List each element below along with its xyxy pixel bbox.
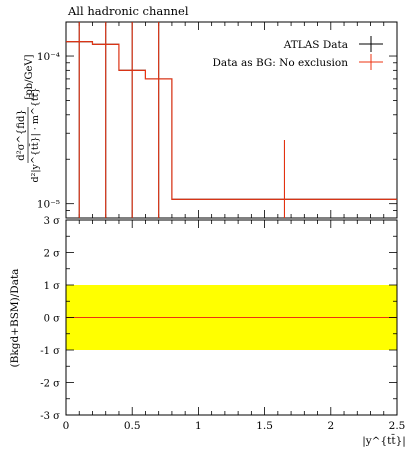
main-ylabel-numerator: d²σ^{fid} [16, 109, 27, 160]
main-ytick-label: 10⁻⁵ [37, 199, 60, 211]
ratio-ytick-label: 0 σ [44, 314, 61, 325]
main-ylabel-unit: [pb/GeV] [24, 54, 35, 99]
ratio-xtick-label: 2 [327, 420, 334, 432]
ratio-ylabel: (Bkgd+BSM)/Data [9, 269, 21, 368]
main-data [66, 22, 397, 218]
ratio-ytick-label: 1 σ [44, 281, 61, 292]
ratio-xtick-label: 1.5 [256, 420, 273, 432]
ratio-xtick-label: 0.5 [124, 420, 141, 432]
ratio-xtick-label: 2.5 [389, 420, 406, 432]
main-ylabel-denominator: d²|y^{tt̄}| · m^{tt̄} [29, 87, 41, 182]
ratio-ytick-label: 2 σ [44, 249, 61, 260]
legend-label-atlas-data: ATLAS Data [283, 39, 348, 51]
ratio-ytick-label: -3 σ [40, 411, 60, 422]
chart-title: All hadronic channel [67, 4, 189, 18]
series-atlas-data [66, 22, 397, 218]
legend: ATLAS Data Data as BG: No exclusion [213, 36, 383, 70]
series-data-as-bg [66, 22, 397, 218]
legend-label-data-as-bg: Data as BG: No exclusion [213, 57, 349, 69]
ratio-ytick-label: 3 σ [44, 216, 61, 227]
main-panel: 10⁻⁵ 10⁻⁴ [37, 21, 398, 219]
ratio-xtick-label: 1 [195, 420, 202, 432]
ratio-ytick-label: -2 σ [40, 379, 60, 390]
ratio-xtick-label: 0 [63, 420, 70, 432]
main-ylabel: d²σ^{fid} d²|y^{tt̄}| · m^{tt̄} [pb/GeV] [16, 54, 41, 182]
ratio-xlabel: |y^{tt̄}| [362, 434, 406, 448]
ratio-ytick-label: -1 σ [40, 346, 60, 357]
main-ytick-label: 10⁻⁴ [37, 51, 60, 63]
main-frame [65, 21, 398, 219]
ratio-panel: 3 σ 2 σ 1 σ 0 σ -1 σ -2 σ -3 σ0 0.5 1 1.5 2 2.5 [40, 216, 405, 432]
